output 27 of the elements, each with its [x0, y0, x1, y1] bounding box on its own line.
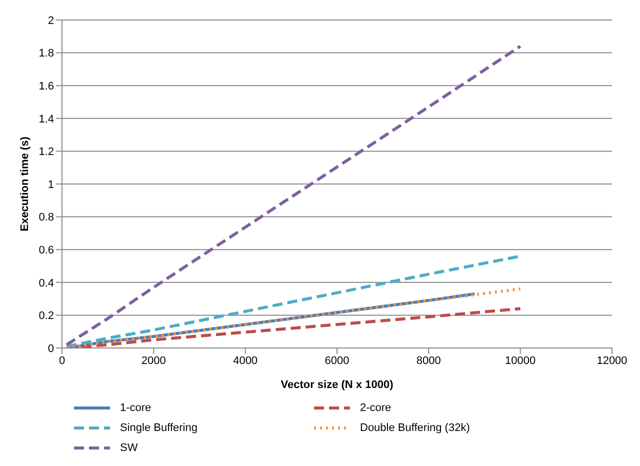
y-tick-label: 0: [48, 342, 54, 355]
x-tick-label: 6000: [324, 354, 350, 367]
x-tick-label: 12000: [596, 354, 628, 367]
y-tick-label: 1.6: [38, 80, 54, 93]
legend-label: 1-core: [120, 402, 152, 414]
y-tick-label: 0.2: [38, 310, 54, 322]
y-tick-label: 1.4: [38, 113, 54, 126]
legend-label: Double Buffering (32k): [360, 422, 470, 434]
legend-label: 2-core: [360, 402, 392, 414]
x-axis-title: Vector size (N x 1000): [280, 379, 394, 391]
x-tick-label: 10000: [505, 354, 536, 367]
line-series: [65, 287, 522, 348]
x-tick-label: 4000: [233, 354, 258, 367]
y-tick-label: 1.8: [38, 48, 54, 60]
y-tick-label: 1: [48, 178, 54, 191]
y-tick-label: 0.6: [38, 244, 54, 257]
y-tick-label: 0.4: [38, 277, 54, 290]
y-tick-label: 2: [48, 14, 54, 27]
legend-label: Single Buffering: [120, 422, 198, 434]
x-tick-label: 2000: [141, 354, 166, 367]
y-tick-label: 0.8: [38, 212, 54, 224]
line-series: [65, 44, 522, 346]
y-tick-label: 1.2: [38, 146, 54, 158]
x-tick-label: 0: [58, 354, 66, 367]
x-tick-label: 8000: [416, 354, 441, 367]
legend-label: SW: [120, 442, 138, 454]
y-axis-title: Execution time (s): [18, 136, 31, 232]
